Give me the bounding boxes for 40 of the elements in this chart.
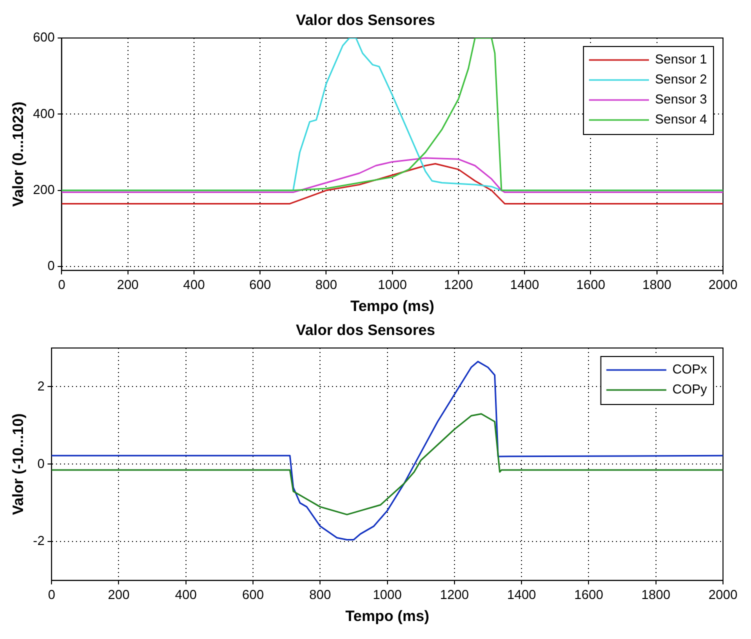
y-axis-title: Valor (0...1023) <box>10 102 28 207</box>
y-axis-title: Valor (-10...10) <box>10 413 28 516</box>
x-tick-label: 2000 <box>708 586 738 602</box>
legend-label: Sensor 4 <box>654 112 708 127</box>
y-tick-label: 2 <box>37 378 45 394</box>
x-tick-label: 200 <box>108 586 130 602</box>
y-tick-label: 400 <box>32 106 55 121</box>
x-tick-label: 2000 <box>708 276 738 292</box>
legend-label: Sensor 2 <box>654 72 708 87</box>
legend-label: COPx <box>672 362 708 377</box>
x-tick-label: 1400 <box>510 276 540 292</box>
y-tick-label: 0 <box>47 258 55 274</box>
legend-label: Sensor 3 <box>654 92 708 107</box>
x-tick-label: 1400 <box>507 586 536 602</box>
x-axis-title: Tempo (ms) <box>350 298 434 316</box>
x-tick-label: 1200 <box>440 586 469 602</box>
x-tick-label: 1000 <box>372 586 402 602</box>
x-tick-label: 600 <box>249 276 271 292</box>
x-tick-label: 800 <box>315 276 338 292</box>
x-tick-label: 1200 <box>444 276 473 292</box>
x-tick-label: 200 <box>116 276 139 292</box>
x-tick-label: 1000 <box>378 276 407 292</box>
x-tick-label: 400 <box>183 276 205 292</box>
x-tick-label: 1800 <box>642 276 672 292</box>
chart-title: Valor dos Sensores <box>296 322 436 340</box>
chart-title: Valor dos Sensores <box>296 12 436 30</box>
legend-label: COPy <box>672 382 708 397</box>
y-tick-label: 0 <box>37 456 45 471</box>
x-tick-label: 400 <box>174 586 197 602</box>
y-tick-label: 200 <box>32 182 55 197</box>
y-tick-label: 600 <box>32 30 55 45</box>
x-tick-label: 800 <box>309 586 331 602</box>
y-tick-label: -2 <box>32 533 45 548</box>
x-tick-label: 1800 <box>641 586 670 602</box>
x-axis-title: Tempo (ms) <box>345 608 430 626</box>
x-tick-label: 1600 <box>574 586 604 602</box>
x-tick-label: 1600 <box>576 276 606 292</box>
x-tick-label: 600 <box>242 586 264 602</box>
legend-label: Sensor 1 <box>654 52 708 67</box>
x-tick-label: 0 <box>58 276 66 292</box>
